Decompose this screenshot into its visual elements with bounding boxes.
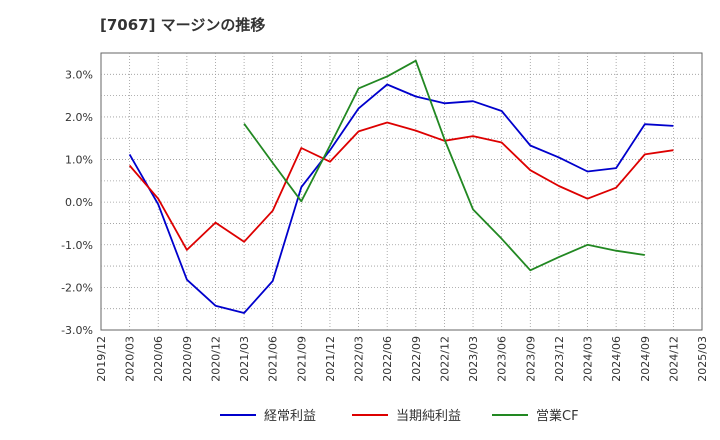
x-tick-label: 2021/12 bbox=[324, 336, 337, 382]
x-tick-label: 2021/09 bbox=[295, 336, 308, 382]
y-axis-ticks: -3.0% -2.0% -1.0% 0.0% 1.0% 2.0% 3.0% bbox=[61, 68, 93, 337]
x-tick-label: 2024/09 bbox=[639, 336, 652, 382]
chart-title: [7067] マージンの推移 bbox=[100, 16, 266, 34]
x-tick-label: 2021/03 bbox=[238, 336, 251, 382]
y-tick-label: -3.0% bbox=[61, 324, 93, 337]
x-tick-label: 2022/03 bbox=[353, 336, 366, 382]
y-tick-label: -2.0% bbox=[61, 281, 93, 294]
legend-label-2: 当期純利益 bbox=[396, 409, 461, 424]
x-axis-ticks: 2019/12 2020/03 2020/06 2020/09 2020/12 2021/… bbox=[95, 336, 709, 382]
y-tick-label: -1.0% bbox=[61, 239, 93, 252]
x-tick-label: 2022/12 bbox=[438, 336, 451, 382]
x-tick-label: 2022/09 bbox=[410, 336, 423, 382]
grid-lines bbox=[101, 53, 702, 330]
plot-area bbox=[100, 52, 703, 331]
x-tick-label: 2023/09 bbox=[524, 336, 537, 382]
series-line-3 bbox=[243, 59, 645, 272]
y-tick-label: 1.0% bbox=[65, 154, 93, 167]
x-tick-label: 2024/03 bbox=[582, 336, 595, 382]
x-tick-label: 2023/03 bbox=[467, 336, 480, 382]
series-lines bbox=[128, 59, 674, 314]
x-tick-label: 2025/03 bbox=[696, 336, 709, 382]
x-tick-label: 2019/12 bbox=[95, 336, 108, 382]
x-tick-label: 2024/06 bbox=[610, 336, 623, 382]
x-tick-label: 2022/06 bbox=[381, 336, 394, 382]
x-tick-label: 2023/12 bbox=[553, 336, 566, 382]
legend-label-1: 経常利益 bbox=[264, 409, 316, 424]
x-tick-label: 2020/12 bbox=[209, 336, 222, 382]
x-tick-label: 2024/12 bbox=[667, 336, 680, 382]
x-tick-label: 2021/06 bbox=[267, 336, 280, 382]
x-tick-label: 2020/03 bbox=[124, 336, 137, 382]
x-tick-label: 2020/09 bbox=[181, 336, 194, 382]
series-line-2 bbox=[128, 121, 674, 251]
legend-label-3: 営業CF bbox=[536, 408, 579, 424]
y-tick-label: 0.0% bbox=[65, 196, 93, 209]
y-tick-label: 2.0% bbox=[65, 111, 93, 124]
y-tick-label: 3.0% bbox=[65, 68, 93, 81]
series-line-1 bbox=[128, 83, 674, 314]
x-tick-label: 2023/06 bbox=[496, 336, 509, 382]
legend: 経常利益 当期純利益 営業CF bbox=[220, 408, 579, 424]
x-tick-label: 2020/06 bbox=[152, 336, 165, 382]
